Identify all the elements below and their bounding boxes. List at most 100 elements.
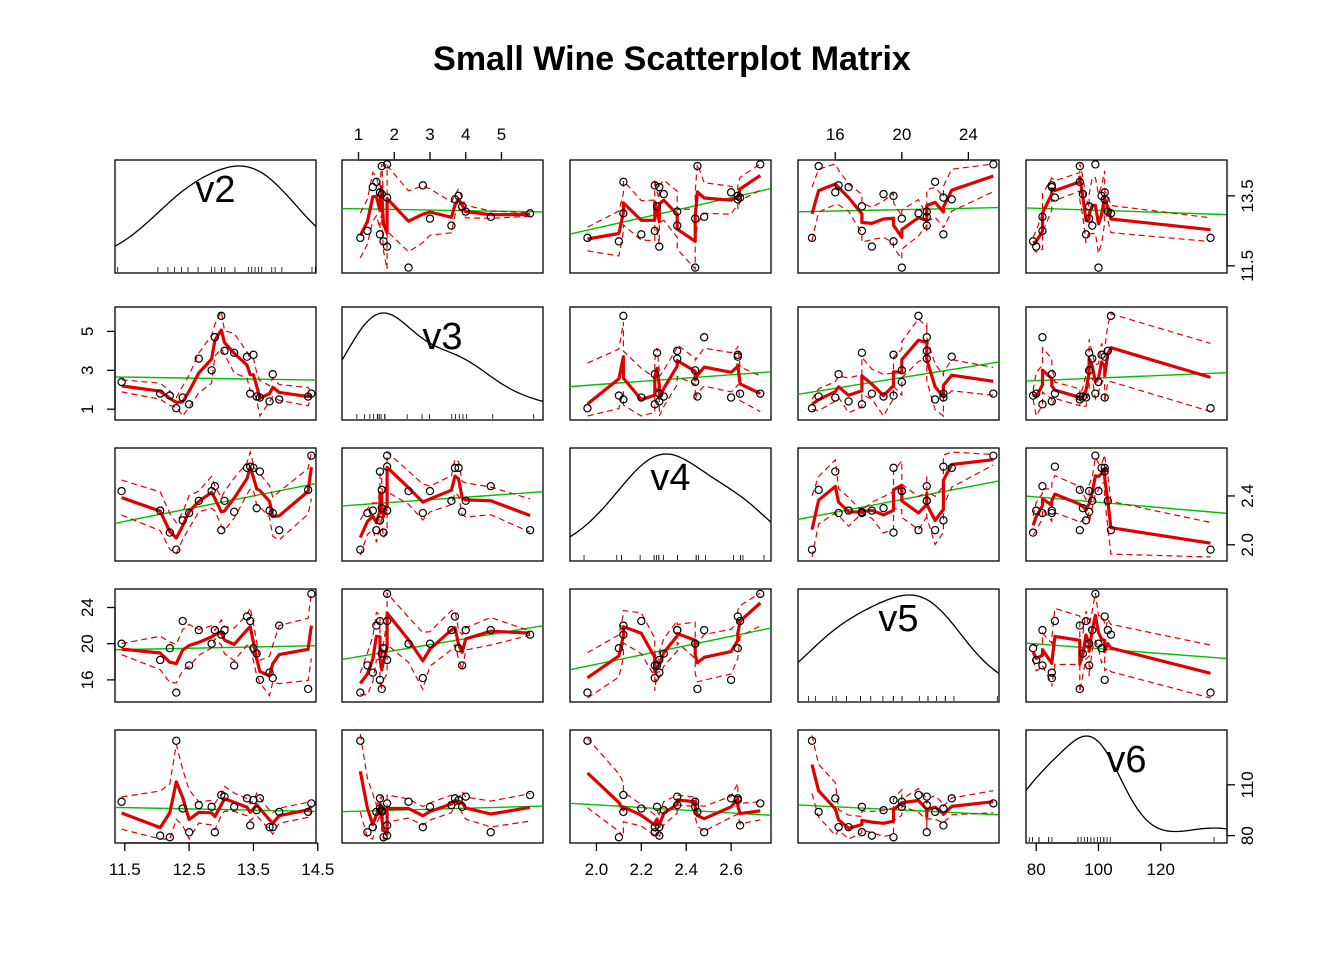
data-point — [922, 496, 931, 506]
panel-v5-vs-v2 — [114, 588, 317, 703]
smoother-lower-band — [811, 191, 994, 261]
data-point — [655, 397, 664, 406]
data-point — [693, 161, 702, 171]
data-point — [1047, 506, 1056, 515]
data-point — [155, 506, 165, 515]
data-point — [650, 226, 659, 236]
panel-frame — [341, 588, 544, 703]
tick-label: 16 — [826, 125, 845, 144]
data-point — [619, 790, 628, 800]
data-point — [155, 655, 165, 665]
data-point — [363, 661, 372, 670]
data-point — [246, 821, 255, 830]
data-point — [673, 207, 682, 216]
data-point — [207, 366, 216, 375]
data-point — [1075, 161, 1085, 171]
data-point — [637, 393, 646, 402]
panel-v2-vs-v5 — [797, 159, 1000, 274]
data-point — [673, 792, 682, 801]
data-point — [425, 486, 435, 496]
density-curve — [1025, 735, 1228, 833]
smoother-line — [1032, 346, 1211, 399]
data-point — [659, 392, 668, 401]
data-point — [690, 639, 700, 648]
data-point — [368, 182, 378, 192]
data-point — [372, 621, 381, 630]
linear-fit-line — [1025, 371, 1228, 382]
data-point — [939, 804, 948, 813]
data-point — [889, 528, 898, 537]
data-point — [461, 496, 470, 506]
data-point — [733, 191, 743, 201]
data-point — [690, 366, 700, 375]
panel-frame — [797, 729, 1000, 844]
data-point — [404, 486, 413, 496]
panel-v2-vs-v4 — [569, 159, 772, 274]
data-point — [619, 807, 628, 817]
data-point — [756, 589, 765, 599]
data-point — [117, 377, 126, 387]
data-point — [939, 821, 948, 830]
data-point — [1103, 207, 1113, 216]
data-point — [939, 516, 948, 525]
data-point — [377, 807, 386, 817]
smoother-upper-band — [811, 735, 994, 818]
data-point — [268, 673, 277, 683]
data-point — [807, 545, 817, 554]
data-point — [690, 802, 700, 812]
tick-label: 12.5 — [173, 860, 206, 879]
data-point — [1088, 625, 1097, 635]
data-point — [172, 404, 181, 413]
data-point — [377, 503, 386, 513]
data-point — [382, 655, 392, 665]
data-point — [922, 221, 931, 230]
data-point — [690, 263, 700, 272]
data-point — [857, 202, 867, 211]
data-point — [1094, 486, 1103, 496]
data-point — [184, 508, 194, 518]
data-point — [690, 797, 700, 806]
panel-v4-vs-v5 — [797, 447, 1000, 562]
data-point — [889, 833, 898, 842]
data-point — [655, 242, 664, 251]
data-point — [1038, 625, 1047, 635]
data-point — [867, 389, 877, 398]
panel-v4-vs-v3 — [341, 447, 544, 562]
panel-frame — [569, 588, 772, 703]
right-axis-v4: 2.0 2.4 — [1226, 484, 1257, 557]
data-point — [1088, 221, 1097, 230]
smoother-lower-band — [121, 809, 312, 841]
data-point — [194, 354, 203, 363]
data-point — [418, 181, 428, 190]
tick-label: 4 — [461, 125, 470, 144]
data-point — [867, 831, 877, 840]
panel-v6-vs-v6: v6 — [1025, 729, 1228, 844]
data-point — [655, 182, 664, 192]
data-point — [1100, 467, 1109, 476]
data-point — [220, 496, 229, 506]
data-point — [1081, 616, 1091, 626]
data-point — [814, 161, 823, 171]
data-point — [1038, 226, 1047, 236]
data-point — [652, 802, 662, 812]
panel-grid: v2 v3 v4 v5 v6 — [114, 159, 1228, 844]
data-point — [372, 525, 381, 535]
data-point — [733, 612, 743, 621]
data-point — [834, 181, 843, 190]
data-point — [382, 160, 392, 169]
data-point — [897, 797, 907, 806]
data-point — [382, 451, 392, 460]
linear-fit-line — [1025, 207, 1228, 216]
panel-v6-vs-v4 — [569, 729, 772, 844]
panel-frame — [341, 729, 544, 844]
density-curve — [569, 453, 772, 538]
data-point — [889, 191, 898, 201]
data-point — [457, 802, 467, 812]
data-point — [165, 644, 175, 653]
data-point — [1078, 649, 1088, 658]
data-point — [418, 822, 428, 832]
panel-frame — [1025, 588, 1228, 703]
data-point — [614, 833, 624, 842]
data-point — [650, 369, 659, 379]
data-point — [614, 391, 624, 400]
